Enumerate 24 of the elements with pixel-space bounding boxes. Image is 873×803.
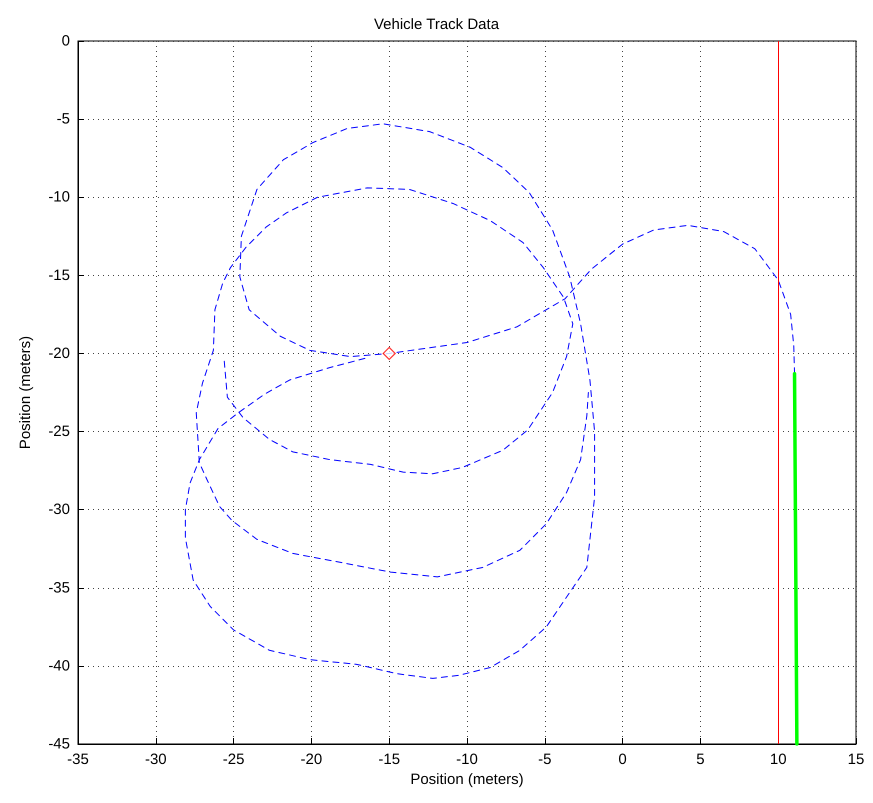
- y-axis-title: Position (meters): [17, 336, 34, 450]
- y-tick-label: -35: [48, 579, 70, 596]
- x-tick-label: -35: [67, 751, 89, 768]
- chart-title: Vehicle Track Data: [374, 16, 500, 33]
- y-tick-label: -25: [48, 423, 70, 440]
- x-tick-label: -25: [222, 751, 244, 768]
- x-tick-label: 15: [848, 751, 864, 768]
- x-tick-label: 0: [618, 751, 627, 768]
- y-tick-label: -5: [56, 110, 70, 128]
- x-tick-label: -5: [538, 751, 552, 768]
- y-tick-label: -20: [48, 344, 70, 362]
- x-tick-label: 5: [696, 751, 705, 768]
- x-tick-label: 10: [770, 751, 787, 768]
- x-tick-label: -10: [456, 751, 478, 768]
- x-tick-label: -20: [300, 751, 322, 768]
- x-tick-label: -30: [144, 751, 167, 768]
- y-tick-label: -15: [48, 266, 70, 284]
- y-tick-label: -40: [48, 657, 70, 674]
- y-tick-label: -45: [48, 736, 70, 752]
- y-tick-label: -30: [48, 501, 70, 518]
- x-tick-label: -15: [378, 751, 400, 768]
- y-tick-label: 0: [62, 32, 70, 50]
- y-tick-label: -10: [48, 188, 70, 206]
- x-axis-title: Position (meters): [410, 771, 524, 788]
